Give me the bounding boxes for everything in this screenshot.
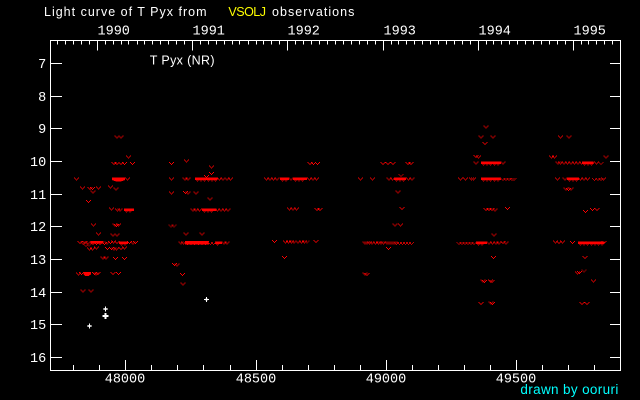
svg-text:1993: 1993 xyxy=(384,25,416,40)
svg-text:7: 7 xyxy=(38,58,46,73)
svg-text:1990: 1990 xyxy=(98,25,130,40)
svg-text:13: 13 xyxy=(30,254,46,269)
svg-text:16: 16 xyxy=(30,352,46,367)
svg-text:1994: 1994 xyxy=(479,25,511,40)
svg-text:11: 11 xyxy=(30,189,46,204)
svg-text:12: 12 xyxy=(30,221,46,236)
svg-text:49000: 49000 xyxy=(366,373,407,388)
svg-text:48500: 48500 xyxy=(236,373,277,388)
svg-text:48000: 48000 xyxy=(105,373,146,388)
svg-text:VSOLJ: VSOLJ xyxy=(228,5,265,19)
svg-text:T Pyx (NR): T Pyx (NR) xyxy=(150,54,215,68)
svg-text:10: 10 xyxy=(30,156,46,171)
svg-text:drawn by ooruri: drawn by ooruri xyxy=(520,382,618,397)
svg-text:1995: 1995 xyxy=(574,25,606,40)
svg-text:Light curve of T Pyx from: Light curve of T Pyx from xyxy=(44,5,207,19)
svg-text:1991: 1991 xyxy=(193,25,225,40)
svg-text:1992: 1992 xyxy=(288,25,320,40)
svg-text:14: 14 xyxy=(30,287,46,302)
svg-text:8: 8 xyxy=(38,91,46,106)
svg-text:observations: observations xyxy=(272,5,355,19)
svg-text:9: 9 xyxy=(38,123,46,138)
svg-text:15: 15 xyxy=(30,319,46,334)
svg-text:49500: 49500 xyxy=(496,373,537,388)
